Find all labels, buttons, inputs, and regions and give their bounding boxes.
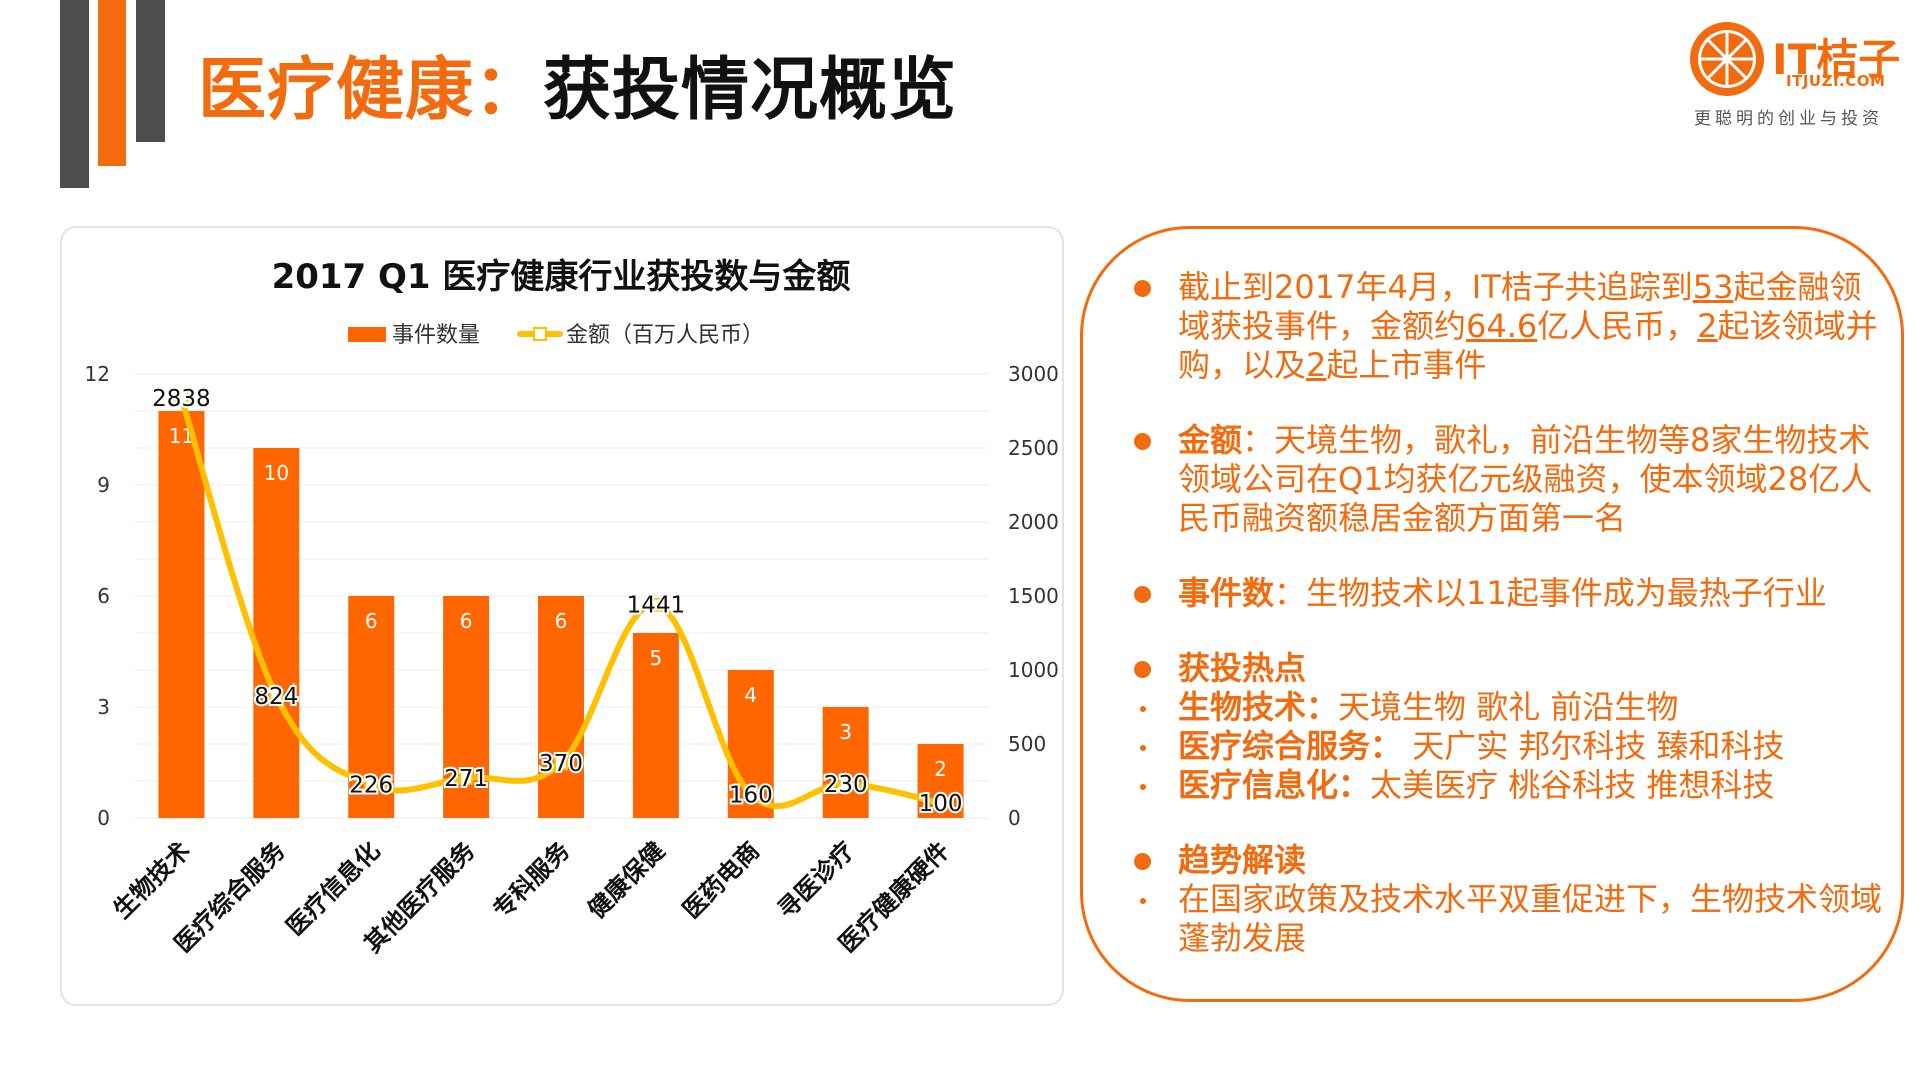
hotspot-biotech: 生物技术：天境生物 歌礼 前沿生物 <box>1128 688 1888 727</box>
amount-point <box>174 390 189 405</box>
y-left-tick-label: 12 <box>85 362 110 386</box>
bar-value-label: 6 <box>365 609 378 633</box>
title-highlight: 医疗健康 <box>198 51 475 130</box>
y-right-tick-label: 2000 <box>1008 510 1059 534</box>
bar-value-label: 10 <box>264 461 289 485</box>
label-hotspots: 获投热点 <box>1178 649 1307 687</box>
y-right-tick-label: 2500 <box>1008 436 1059 460</box>
amount-value-label: 1441 <box>627 593 686 619</box>
summary-item-amount: 金额：天境生物，歌礼，前沿生物等8家生物技术领域公司在Q1均获亿元级融资，使本领… <box>1128 421 1888 538</box>
y-right-tick-label: 1500 <box>1008 584 1059 608</box>
y-left-tick-label: 3 <box>97 695 110 719</box>
legend-swatch-events <box>348 327 386 342</box>
total-amount: 64.6 <box>1466 307 1538 345</box>
logo-brand: IT桔子 <box>1772 35 1901 84</box>
orange-slice-icon <box>1690 22 1764 96</box>
page-title: 医疗健康：获投情况概览 <box>198 34 957 133</box>
bar <box>632 633 679 818</box>
category-label: 生物技术 <box>108 836 196 924</box>
y-left-tick-label: 9 <box>97 473 110 497</box>
logo-domain: ITJUZI.COM <box>1786 72 1886 90</box>
amount-value-label: 230 <box>824 772 868 798</box>
amount-value-label: 226 <box>349 773 393 799</box>
bar-value-label: 2 <box>934 757 947 781</box>
label-events: 事件数 <box>1178 574 1275 612</box>
count-ipo: 2 <box>1306 346 1327 384</box>
bullet-dot <box>1134 661 1151 678</box>
bar-value-label: 6 <box>460 609 473 633</box>
bar-value-label: 6 <box>555 609 568 633</box>
count-events: 53 <box>1692 268 1734 306</box>
chart-title: 2017 Q1 医疗健康行业获投数与金额 <box>272 257 851 297</box>
hotspot-medical-it: 医疗信息化：太美医疗 桃谷科技 推想科技 <box>1128 766 1888 805</box>
amount-value-label: 100 <box>919 791 963 817</box>
bar-value-label: 4 <box>744 683 757 707</box>
amount-value-label: 2838 <box>152 386 211 412</box>
bullet-dot <box>1134 433 1151 450</box>
legend-label-amount: 金额（百万人民币） <box>566 323 764 348</box>
amount-value-label: 160 <box>729 782 773 808</box>
amount-point <box>269 689 284 704</box>
summary-box <box>1080 226 1904 1002</box>
bar-value-label: 3 <box>839 720 852 744</box>
bar-value-label: 5 <box>650 646 663 670</box>
decor-bar-orange <box>98 0 126 166</box>
bullet-dot <box>1134 853 1151 870</box>
amount-point <box>648 597 663 612</box>
summary-text: 截止到2017年4月，IT桔子共追踪到53起金融领域获投事件，金额约64.6亿人… <box>1128 268 1888 958</box>
category-label: 医药电商 <box>677 836 765 924</box>
amount-point <box>554 756 568 771</box>
category-label: 健康保健 <box>582 836 670 924</box>
y-right-tick-label: 0 <box>1008 806 1021 830</box>
sub-bullet-dot <box>1140 745 1146 751</box>
y-left-tick-label: 0 <box>97 806 110 830</box>
y-right-tick-label: 3000 <box>1008 362 1059 386</box>
y-right-tick-label: 1000 <box>1008 658 1059 682</box>
legend-label-events: 事件数量 <box>392 323 480 348</box>
summary-item-trend: 趋势解读 <box>1128 841 1888 880</box>
category-label: 专科服务 <box>488 836 576 924</box>
amount-point <box>743 787 758 802</box>
itjuzi-logo: IT桔子 ITJUZI.COM 更聪明的创业与投资 <box>1688 20 1901 130</box>
trend-text: 在国家政策及技术水平双重促进下，生物技术领域蓬勃发展 <box>1128 880 1888 958</box>
legend-marker-amount <box>533 327 547 341</box>
title-colon: ： <box>474 51 544 130</box>
bar <box>158 411 205 818</box>
label-amount: 金额 <box>1178 421 1243 459</box>
bullet-dot <box>1134 586 1151 603</box>
decor-bar-gray-left <box>60 0 89 188</box>
bullet-dot <box>1134 280 1151 297</box>
amount-point <box>838 776 853 791</box>
amount-value-label: 370 <box>539 751 583 777</box>
amount-point <box>933 796 948 811</box>
category-label: 寻医诊疗 <box>772 836 860 924</box>
logo-tagline: 更聪明的创业与投资 <box>1694 109 1883 129</box>
bar <box>822 707 869 818</box>
hotspot-medical-services: 医疗综合服务： 天广实 邦尔科技 臻和科技 <box>1128 727 1888 766</box>
summary-item-hotspots: 获投热点 <box>1128 649 1888 688</box>
bar <box>538 596 584 818</box>
sub-bullet-dot <box>1140 706 1146 712</box>
bar <box>253 448 300 818</box>
y-left-tick-label: 6 <box>97 584 110 608</box>
amount-point <box>459 770 474 785</box>
title-rest: 获投情况概览 <box>543 51 958 130</box>
summary-item-overview: 截止到2017年4月，IT桔子共追踪到53起金融领域获投事件，金额约64.6亿人… <box>1128 268 1888 385</box>
decor-bar-gray-right <box>136 0 165 142</box>
count-mna: 2 <box>1697 307 1718 345</box>
y-right-tick-label: 500 <box>1008 732 1046 756</box>
amount-value-label: 271 <box>444 766 488 792</box>
amount-point <box>364 777 379 792</box>
amount-value-label: 824 <box>254 684 298 710</box>
sub-bullet-dot <box>1140 898 1146 904</box>
label-trend: 趋势解读 <box>1178 841 1307 879</box>
summary-item-events: 事件数：生物技术以11起事件成为最热子行业 <box>1128 574 1888 613</box>
sub-bullet-dot <box>1140 784 1146 790</box>
category-label: 医疗信息化 <box>281 836 386 941</box>
chart-card: 2017 Q1 医疗健康行业获投数与金额事件数量 金额（百万人民币） 0 3 6 9 12 0… <box>60 226 1064 1006</box>
